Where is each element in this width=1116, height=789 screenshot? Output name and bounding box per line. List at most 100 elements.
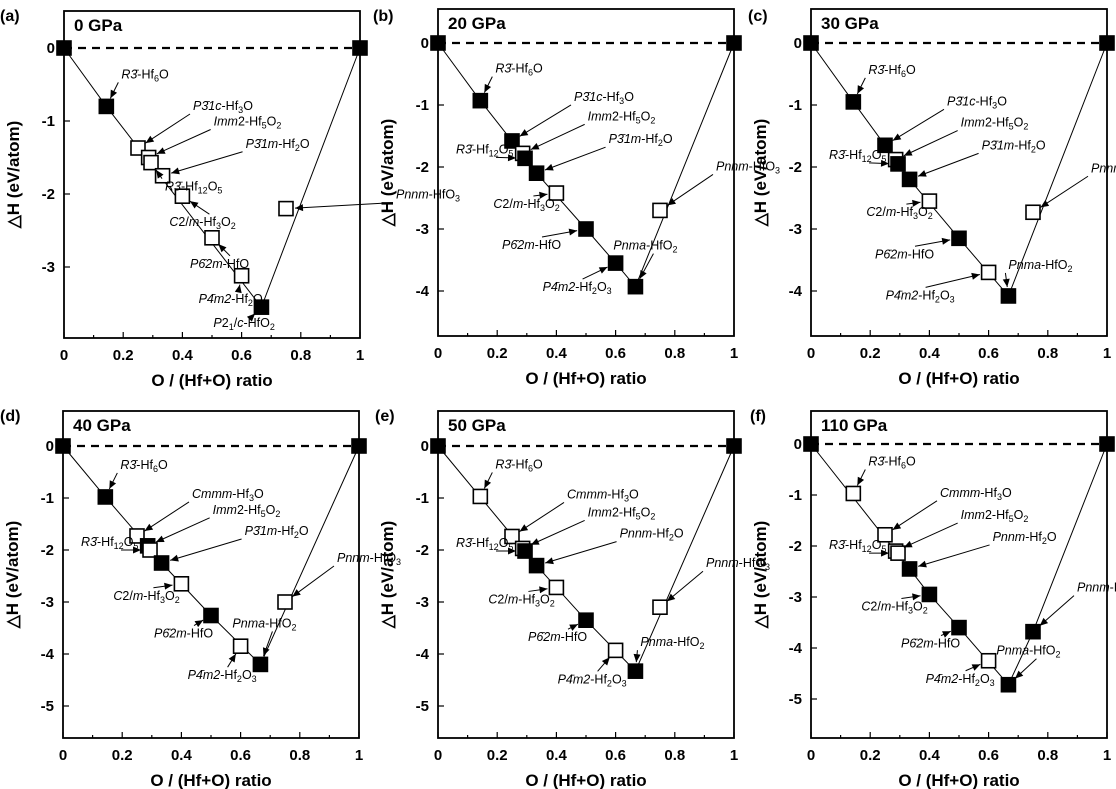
annotation-arrow: [917, 152, 979, 177]
annotation-label: R3̄-Hf6O: [495, 62, 543, 78]
x-tick-label: 0: [807, 345, 815, 362]
x-tick-label: 0: [59, 747, 67, 764]
y-tick-label: -3: [416, 221, 429, 238]
annotation-label: Imm2-Hf5O2: [214, 115, 282, 131]
annotation-arrowhead: [246, 313, 256, 322]
pressure-label: 20 GPa: [448, 14, 506, 33]
metastable-point: [890, 545, 906, 561]
stable-point: [98, 98, 115, 115]
annotation-label: C2/m-Hf3O2: [866, 205, 932, 221]
metastable-point: [142, 542, 158, 558]
annotation-label: Pnma-HfO2: [613, 239, 677, 255]
annotation-label: Imm2-Hf5O2: [213, 503, 281, 519]
x-axis-label: O / (Hf+O) ratio: [151, 371, 272, 390]
annotation-arrowhead: [892, 522, 902, 530]
annotation-label: R3̄-Hf6O: [121, 67, 169, 83]
annotation-arrowhead: [544, 163, 554, 171]
annotation-arrowhead: [912, 593, 921, 601]
panel-label: (b): [373, 8, 393, 25]
annotation-arrowhead: [568, 228, 578, 236]
y-tick-label: 0: [421, 438, 429, 455]
x-tick-label: 0.6: [605, 747, 626, 764]
stable-point: [951, 230, 967, 247]
x-tick-label: 1: [1103, 747, 1111, 764]
y-tick-label: -1: [41, 490, 54, 507]
x-tick-label: 1: [356, 347, 364, 364]
annotation-label: P4̄m2-Hf2O3: [926, 672, 995, 688]
annotation-arrowhead: [262, 647, 270, 656]
x-tick-label: 0: [434, 345, 442, 362]
annotation-label: Pnnm-HfO3: [716, 159, 780, 175]
chart-panel-3: (c) 30 GPa 0 0.2 0.4 0.6 0.8 1 0 -1 -2 -3 -4 O / (Hf+…: [748, 8, 1116, 388]
annotation-arrowhead: [530, 538, 540, 545]
x-tick-label: 1: [1103, 345, 1111, 362]
annotation-arrowhead: [144, 523, 154, 532]
annotation-arrowhead: [545, 557, 554, 565]
pressure-label: 110 GPa: [821, 416, 888, 435]
annotation-arrowhead: [1002, 278, 1010, 288]
y-tick-label: -2: [416, 542, 429, 559]
stable-point: [203, 607, 219, 624]
stable-point: [97, 489, 114, 505]
stable-point: [55, 438, 71, 454]
x-tick-label: 0.2: [487, 747, 508, 764]
annotation-label: P6̄2m-HfO: [502, 238, 561, 252]
metastable-point: [548, 579, 565, 596]
annotation-arrow: [530, 519, 585, 546]
annotation-arrow: [519, 104, 572, 137]
x-tick-label: 0.2: [487, 345, 508, 362]
annotation-arrowhead: [942, 631, 951, 638]
y-tick-label: -4: [789, 640, 803, 657]
x-axis-label: O / (Hf+O) ratio: [898, 771, 1019, 789]
x-tick-label: 0.8: [664, 747, 685, 764]
annotation-label: Pnnm-HfO3: [1091, 161, 1116, 177]
annotation-arrowhead: [507, 154, 517, 162]
stable-point: [352, 40, 368, 56]
annotation-arrow: [892, 108, 945, 142]
y-tick-label: 0: [47, 40, 55, 57]
y-axis-label: △H (eV/atom): [378, 119, 397, 228]
metastable-point: [472, 488, 489, 505]
annotation-arrowhead: [941, 237, 951, 245]
annotation-arrow: [667, 173, 714, 206]
pressure-label: 40 GPa: [73, 416, 131, 435]
x-tick-label: 0.8: [289, 747, 310, 764]
x-axis-label: O / (Hf+O) ratio: [525, 369, 646, 388]
annotation-label: C2/m-Hf3O2: [493, 197, 559, 213]
stable-point: [921, 586, 938, 603]
annotation-arrowhead: [194, 620, 204, 628]
annotation-arrowhead: [903, 540, 913, 548]
annotation-arrow: [530, 123, 585, 150]
x-tick-label: 0.8: [1037, 345, 1058, 362]
stable-point: [803, 35, 819, 51]
annotation-arrowhead: [508, 547, 517, 555]
annotation-arrowhead: [530, 142, 540, 150]
stable-point: [528, 557, 545, 574]
annotation-label: Pnma-HfO2: [232, 616, 296, 632]
metastable-point: [980, 264, 997, 281]
x-tick-label: 0.6: [231, 347, 252, 364]
annotation-label: Cmmm-Hf3O: [940, 486, 1012, 502]
panel-label: (a): [0, 8, 20, 25]
metastable-point: [173, 575, 190, 592]
annotation-label: R3̄-Hf6O: [868, 454, 916, 470]
y-axis-label: △H (eV/atom): [3, 521, 22, 630]
annotation-arrow: [144, 501, 190, 532]
x-tick-label: 0: [434, 747, 442, 764]
chart-panel-4: (d) 40 GPa 0 0.2 0.4 0.6 0.8 1 0 -1 -2 -3 -4 -5 O / (H…: [0, 408, 401, 789]
x-tick-label: 0.6: [605, 345, 626, 362]
x-tick-label: 0.8: [664, 345, 685, 362]
stable-point: [528, 165, 545, 181]
y-tick-label: 0: [421, 35, 429, 52]
convex-hull-line: [437, 42, 735, 288]
annotation-label: Imm2-Hf5O2: [588, 109, 656, 125]
panel-label: (f): [750, 408, 766, 425]
annotation-arrowhead: [880, 159, 890, 167]
plot-frame: [437, 410, 735, 739]
annotation-label: P6̄2m-HfO: [528, 630, 587, 644]
stable-point: [890, 156, 906, 172]
annotation-arrowhead: [133, 546, 142, 554]
stable-point: [1099, 35, 1115, 51]
y-tick-label: -3: [41, 594, 54, 611]
annotation-label: Pnnm-Hf2O: [620, 527, 684, 543]
